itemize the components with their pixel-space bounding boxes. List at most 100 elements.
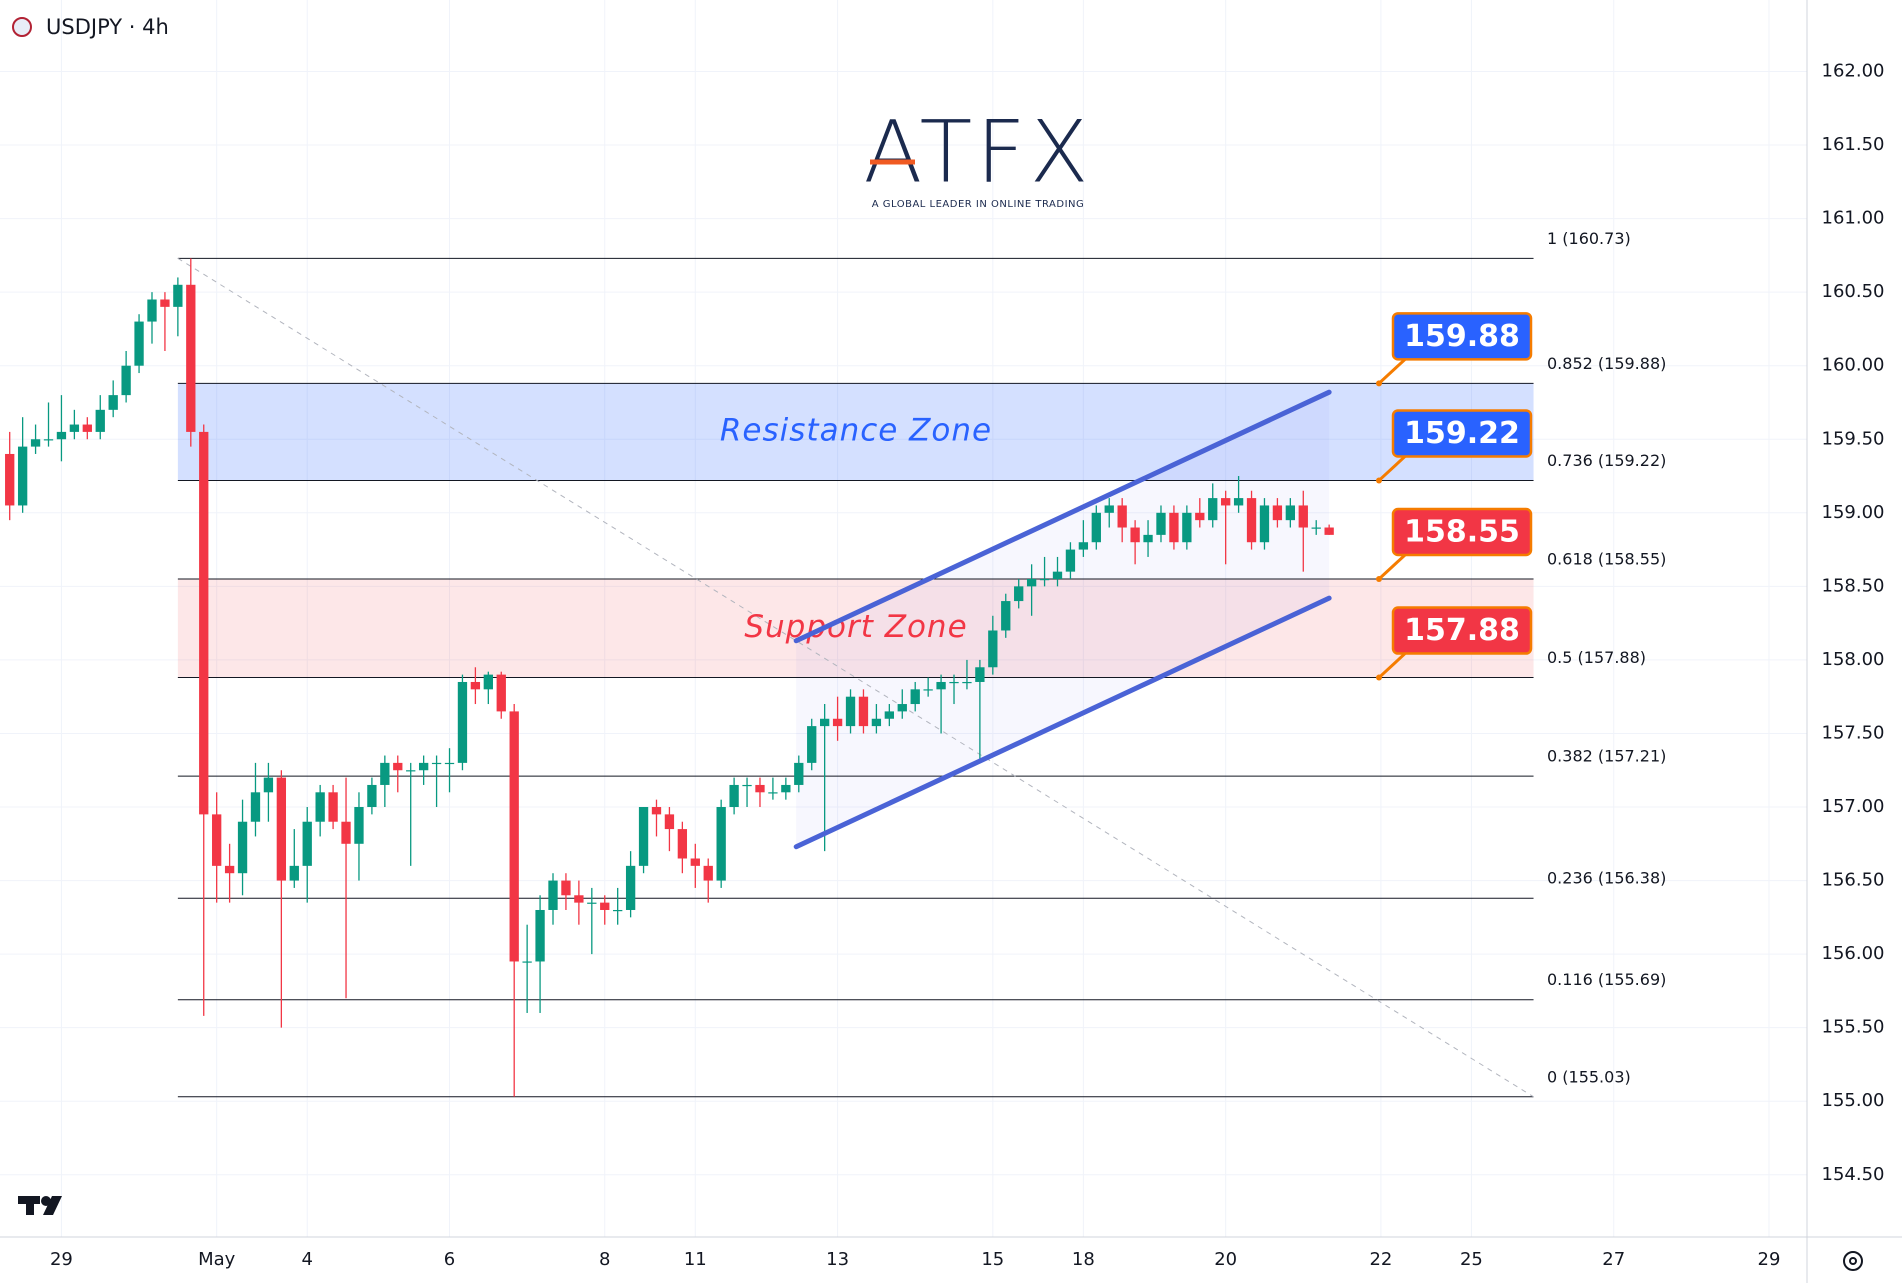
candle-body: [186, 284, 196, 432]
y-tick-label: 157.00: [1822, 796, 1885, 817]
candle-body: [988, 630, 998, 668]
candle-body: [5, 453, 15, 506]
candle-body: [975, 667, 985, 682]
candle-body: [108, 395, 118, 410]
candle-body: [936, 681, 946, 690]
callout-anchor: [1376, 380, 1382, 387]
candle-body: [794, 762, 804, 785]
x-tick-label: 29: [1758, 1249, 1781, 1270]
candle-body: [729, 784, 739, 808]
candle-body: [781, 784, 791, 793]
logo-tagline: A GLOBAL LEADER IN ONLINE TRADING: [872, 199, 1085, 210]
candle-body: [1169, 512, 1179, 543]
candle-body: [1182, 512, 1192, 543]
x-tick-label: 8: [599, 1249, 610, 1270]
candle-body: [457, 681, 468, 763]
x-tick-label: 20: [1214, 1249, 1237, 1270]
fib-label: 0.236 (156.38): [1547, 869, 1666, 888]
candle-body: [625, 865, 636, 910]
x-tick-label: 25: [1460, 1249, 1483, 1270]
candle-body: [742, 784, 752, 787]
candle-body: [496, 674, 506, 712]
candle-body: [147, 299, 157, 322]
y-tick-label: 161.00: [1822, 208, 1885, 229]
candle-body: [1091, 512, 1101, 543]
callout-pointer: [1377, 455, 1407, 482]
fib-label: 0.618 (158.55): [1547, 550, 1666, 569]
y-tick-label: 154.50: [1822, 1164, 1885, 1185]
axes: 154.50 155.00 155.50 156.00 156.50 157.00 157.…: [50, 60, 1885, 1270]
candle-body: [664, 814, 675, 830]
fib-label: 0.736 (159.22): [1547, 451, 1666, 470]
symbol-title[interactable]: USDJPY · 4h: [46, 15, 169, 39]
candle-body: [832, 718, 843, 727]
candle-body: [1221, 498, 1231, 506]
callout-box: [1391, 312, 1533, 361]
y-tick-label: 157.50: [1822, 722, 1885, 743]
channel-line: [793, 595, 1332, 850]
candle-body: [224, 865, 235, 874]
candle-body: [1001, 601, 1011, 631]
logo: ATFX: [863, 103, 1092, 203]
fib-levels: 1 (160.73) 0.852 (159.88) 0.736 (159.22) 0.…: [177, 229, 1666, 1098]
candle-body: [406, 770, 416, 772]
candle-body: [354, 807, 364, 844]
candle-body: [393, 762, 403, 771]
candle-body: [444, 762, 455, 765]
settings-icon[interactable]: [1843, 1251, 1863, 1271]
candle-body: [237, 821, 248, 874]
zone: [177, 579, 1534, 678]
candle-body: [871, 718, 882, 727]
candle-body: [561, 880, 571, 896]
candle-body: [470, 681, 481, 690]
x-tick-label: 6: [444, 1249, 455, 1270]
candle-body: [923, 689, 933, 691]
callout-anchor: [1376, 674, 1382, 681]
candle-body: [845, 696, 856, 727]
y-tick-label: 159.00: [1822, 502, 1885, 523]
candle-body: [1143, 534, 1153, 543]
candle-body: [43, 439, 54, 441]
candle-body: [1065, 549, 1076, 572]
zones: [177, 383, 1534, 847]
candle-body: [30, 439, 41, 447]
candle-body: [1272, 505, 1283, 521]
y-tick-label: 160.50: [1822, 281, 1885, 302]
candle-body: [1117, 505, 1127, 528]
candle-body: [548, 880, 558, 910]
y-tick-label: 158.00: [1822, 649, 1885, 670]
x-tick-label: 27: [1602, 1249, 1625, 1270]
callout-box: [1391, 606, 1533, 655]
y-tick-label: 155.00: [1822, 1090, 1885, 1111]
candle-body: [1195, 512, 1205, 521]
candle-body: [949, 681, 959, 684]
candle-body: [1039, 579, 1050, 581]
y-tick-label: 161.50: [1822, 134, 1885, 155]
candle-body: [315, 792, 325, 822]
candle-body: [509, 711, 519, 962]
y-tick-label: 160.00: [1822, 355, 1885, 376]
candle-body: [807, 726, 817, 763]
candle-body: [768, 792, 778, 794]
channel-line: [793, 389, 1332, 644]
x-tick-label: 13: [826, 1249, 849, 1270]
y-tick-label: 162.00: [1822, 60, 1885, 81]
candle-body: [69, 424, 80, 432]
candle-body: [819, 718, 830, 727]
candle-body: [651, 807, 662, 815]
candle-body: [199, 431, 209, 815]
x-tick-label: 22: [1369, 1249, 1392, 1270]
candle-body: [690, 858, 700, 866]
candle-body: [858, 696, 869, 727]
candle-body: [587, 902, 597, 904]
y-tick-label: 156.50: [1822, 870, 1885, 891]
x-tick-label: May: [198, 1249, 236, 1270]
candle-body: [1259, 505, 1270, 543]
fib-label: 0.116 (155.69): [1547, 970, 1666, 989]
candle-body: [121, 365, 131, 396]
candle-body: [302, 821, 312, 866]
candle-body: [1104, 505, 1114, 513]
candle-body: [1014, 586, 1024, 602]
callout-box: [1391, 409, 1533, 458]
